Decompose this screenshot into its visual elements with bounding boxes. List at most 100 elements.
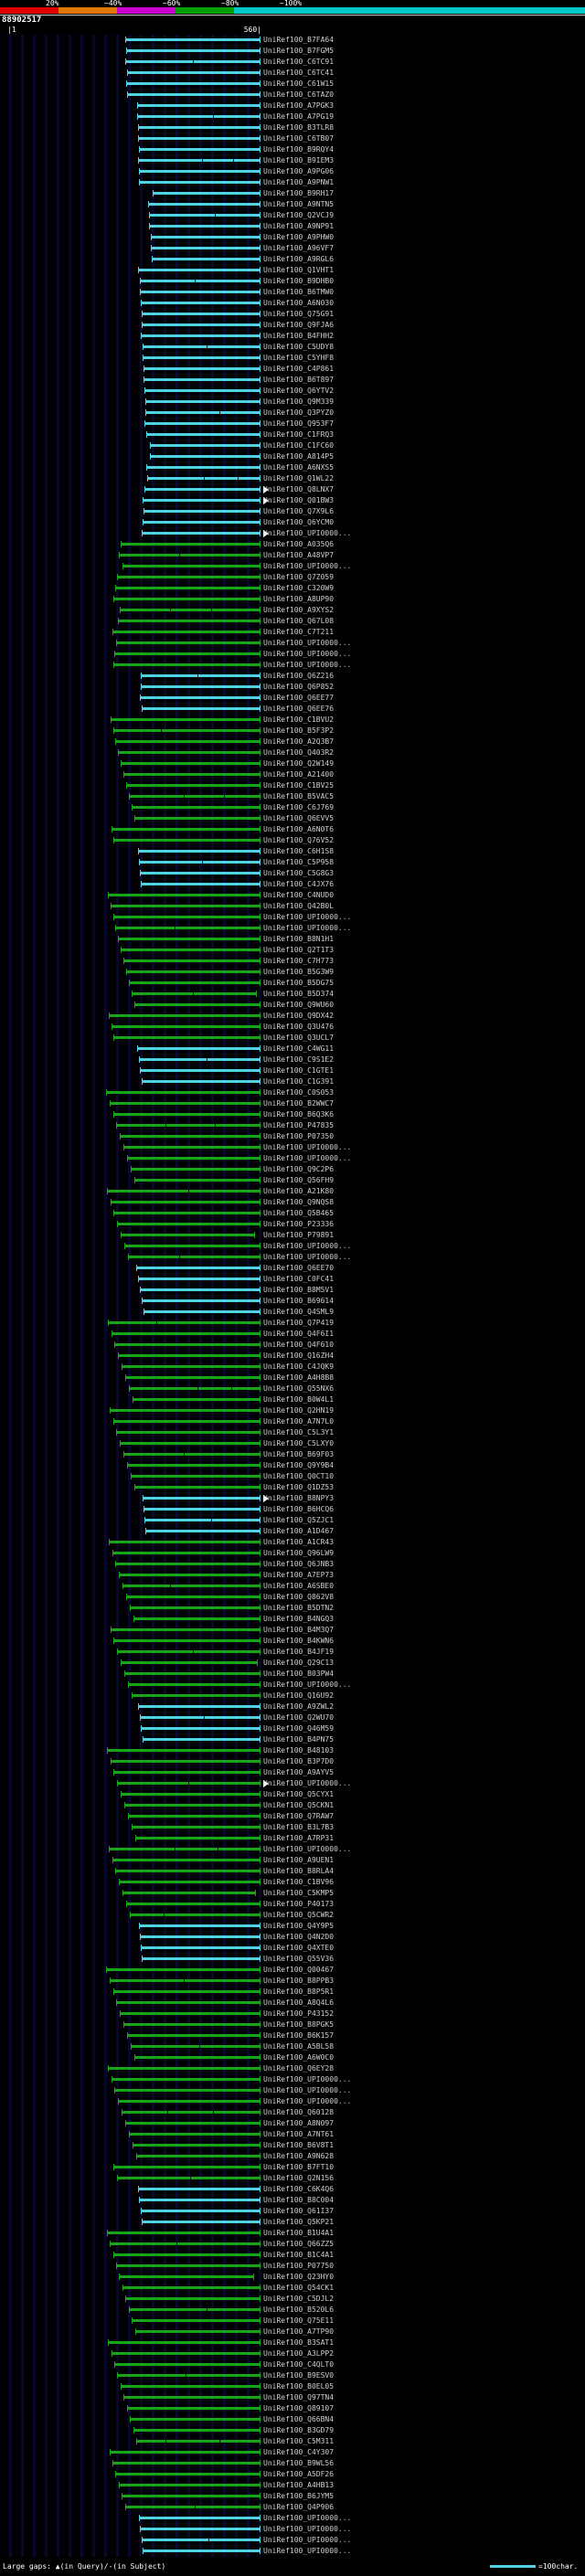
hit-bar[interactable] xyxy=(128,1813,261,1819)
hit-bar[interactable] xyxy=(108,2339,261,2346)
hit-label[interactable]: UniRef100_C1BV25 xyxy=(263,781,335,790)
hit-bar[interactable] xyxy=(135,1835,261,1841)
hit-label[interactable]: UniRef100_Q46M59 xyxy=(263,1724,335,1733)
hit-bar[interactable] xyxy=(115,1561,261,1567)
hit-label[interactable]: UniRef100_Q01BW3 xyxy=(263,496,335,504)
hit-label[interactable]: UniRef100_Q2HN19 xyxy=(263,1406,335,1415)
hit-label[interactable]: UniRef100_A9PG06 xyxy=(263,167,335,175)
hit-label[interactable]: UniRef100_Q9WU60 xyxy=(263,1001,335,1009)
hit-label[interactable]: UniRef100_B7FA64 xyxy=(263,36,335,44)
hit-label[interactable]: UniRef100_A1D467 xyxy=(263,1527,335,1535)
hit-bar[interactable] xyxy=(151,256,261,262)
hit-bar[interactable] xyxy=(127,1155,261,1161)
hit-label[interactable]: UniRef100_C9S1E2 xyxy=(263,1055,335,1064)
hit-label[interactable]: UniRef100_A96VF7 xyxy=(263,244,335,252)
hit-bar[interactable] xyxy=(143,2548,261,2554)
hit-bar[interactable] xyxy=(126,69,261,76)
hit-label[interactable]: UniRef100_A8N097 xyxy=(263,2119,335,2127)
hit-label[interactable]: UniRef100_UPI0000... xyxy=(263,1253,352,1261)
hit-bar[interactable] xyxy=(117,1648,261,1655)
hit-bar[interactable] xyxy=(114,2087,261,2094)
hit-bar[interactable] xyxy=(123,958,261,964)
hit-label[interactable]: UniRef100_Q6EY28 xyxy=(263,2064,335,2072)
hit-bar[interactable] xyxy=(144,376,261,383)
hit-label[interactable]: UniRef100_C5YHF8 xyxy=(263,354,335,362)
hit-bar[interactable] xyxy=(132,1692,261,1699)
hit-bar[interactable] xyxy=(117,1221,261,1227)
hit-label[interactable]: UniRef100_C1G391 xyxy=(263,1077,335,1086)
hit-label[interactable]: UniRef100_Q6YTV2 xyxy=(263,387,335,395)
hit-bar[interactable] xyxy=(115,738,261,745)
hit-bar[interactable] xyxy=(139,1287,261,1293)
hit-bar[interactable] xyxy=(138,157,261,164)
hit-bar[interactable] xyxy=(119,1572,261,1578)
hit-label[interactable]: UniRef100_Q6EE76 xyxy=(263,705,335,713)
hit-label[interactable]: UniRef100_UPI0000... xyxy=(263,2536,352,2544)
hit-bar[interactable] xyxy=(122,1890,257,1896)
hit-bar[interactable] xyxy=(127,1462,261,1468)
hit-bar[interactable] xyxy=(120,607,261,613)
hit-label[interactable]: UniRef100_A7EP73 xyxy=(263,1571,335,1579)
hit-label[interactable]: UniRef100_Q23HY0 xyxy=(263,2273,335,2281)
hit-label[interactable]: UniRef100_B4M3Q7 xyxy=(263,1626,335,1634)
hit-label[interactable]: UniRef100_B1U4A1 xyxy=(263,2229,335,2237)
hit-bar[interactable] xyxy=(124,1802,261,1808)
hit-label[interactable]: UniRef100_Q9M339 xyxy=(263,398,335,406)
hit-label[interactable]: UniRef100_B8NPY3 xyxy=(263,1494,335,1502)
hit-bar[interactable] xyxy=(139,859,261,865)
hit-bar[interactable] xyxy=(129,1385,261,1392)
hit-label[interactable]: UniRef100_A1CR43 xyxy=(263,1538,335,1546)
hit-label[interactable]: UniRef100_Q3U476 xyxy=(263,1023,335,1031)
hit-bar[interactable] xyxy=(123,1451,261,1458)
hit-label[interactable]: UniRef100_Q1DZ53 xyxy=(263,1483,335,1491)
hit-bar[interactable] xyxy=(141,2537,261,2543)
hit-bar[interactable] xyxy=(138,848,261,854)
hit-bar[interactable] xyxy=(105,1966,261,1973)
hit-bar[interactable] xyxy=(116,640,261,646)
hit-label[interactable]: UniRef100_Q8LNX7 xyxy=(263,485,335,493)
hit-bar[interactable] xyxy=(116,1999,261,2006)
hit-label[interactable]: UniRef100_C1FRQ3 xyxy=(263,430,335,439)
hit-bar[interactable] xyxy=(108,1012,261,1019)
hit-label[interactable]: UniRef100_Q1VHT1 xyxy=(263,266,335,274)
hit-bar[interactable] xyxy=(140,300,261,306)
hit-bar[interactable] xyxy=(110,716,261,723)
hit-bar[interactable] xyxy=(109,1100,261,1107)
hit-bar[interactable] xyxy=(122,563,261,569)
hit-label[interactable]: UniRef100_Q3PYZ0 xyxy=(263,408,335,417)
hit-bar[interactable] xyxy=(140,694,261,701)
hit-bar[interactable] xyxy=(117,2372,261,2379)
hit-label[interactable]: UniRef100_C0S053 xyxy=(263,1088,335,1097)
hit-label[interactable]: UniRef100_Q3UCL7 xyxy=(263,1034,335,1042)
hit-label[interactable]: UniRef100_A7PGK3 xyxy=(263,101,335,110)
hit-bar[interactable] xyxy=(141,333,261,339)
hit-bar[interactable] xyxy=(111,2350,261,2357)
hit-bar[interactable] xyxy=(114,651,261,657)
hit-label[interactable]: UniRef100_C7T211 xyxy=(263,628,335,636)
hit-bar[interactable] xyxy=(142,1956,261,1962)
hit-label[interactable]: UniRef100_C4Y307 xyxy=(263,2448,335,2456)
hit-bar[interactable] xyxy=(130,2416,261,2422)
hit-label[interactable]: UniRef100_Q2N156 xyxy=(263,2174,335,2182)
hit-label[interactable]: UniRef100_B6JYM5 xyxy=(263,2492,335,2500)
hit-label[interactable]: UniRef100_A8UP90 xyxy=(263,595,335,603)
hit-label[interactable]: UniRef100_Q55NX6 xyxy=(263,1384,335,1393)
hit-bar[interactable] xyxy=(115,1868,261,1874)
hit-label[interactable]: UniRef100_A9N628 xyxy=(263,2152,335,2160)
hit-bar[interactable] xyxy=(140,1067,261,1074)
hit-bar[interactable] xyxy=(139,289,261,295)
hit-bar[interactable] xyxy=(138,1703,261,1710)
hit-label[interactable]: UniRef100_A6N0T6 xyxy=(263,825,335,833)
hit-bar[interactable] xyxy=(112,662,261,668)
hit-label[interactable]: UniRef100_Q75E11 xyxy=(263,2316,335,2325)
hit-label[interactable]: UniRef100_C1GTE1 xyxy=(263,1066,335,1075)
hit-bar[interactable] xyxy=(119,2274,255,2280)
hit-label[interactable]: UniRef100_C4NUD0 xyxy=(263,891,335,899)
hit-bar[interactable] xyxy=(125,37,261,43)
hit-label[interactable]: UniRef100_A9NTN5 xyxy=(263,200,335,208)
hit-label[interactable]: UniRef100_B8P5R1 xyxy=(263,1988,335,1996)
hit-bar[interactable] xyxy=(131,2043,261,2050)
hit-label[interactable]: UniRef100_B5G3W9 xyxy=(263,968,335,976)
hit-label[interactable]: UniRef100_UPI0000... xyxy=(263,1242,352,1250)
hit-bar[interactable] xyxy=(118,1352,261,1359)
